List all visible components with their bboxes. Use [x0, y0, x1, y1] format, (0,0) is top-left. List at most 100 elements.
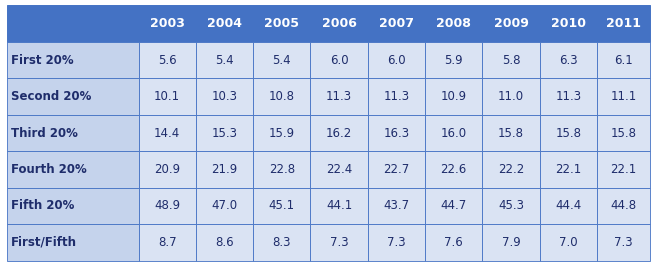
Text: 43.7: 43.7: [384, 200, 409, 213]
Text: 45.3: 45.3: [498, 200, 524, 213]
Text: 10.9: 10.9: [441, 90, 466, 103]
Text: 15.3: 15.3: [212, 127, 238, 139]
FancyBboxPatch shape: [539, 42, 597, 78]
FancyBboxPatch shape: [139, 42, 196, 78]
FancyBboxPatch shape: [196, 151, 253, 188]
FancyBboxPatch shape: [597, 224, 650, 261]
FancyBboxPatch shape: [425, 42, 482, 78]
FancyBboxPatch shape: [311, 224, 368, 261]
Text: 7.0: 7.0: [559, 236, 578, 249]
Text: 22.2: 22.2: [498, 163, 524, 176]
Text: 22.7: 22.7: [383, 163, 409, 176]
FancyBboxPatch shape: [482, 115, 539, 151]
Text: 10.3: 10.3: [212, 90, 238, 103]
Text: Third 20%: Third 20%: [11, 127, 78, 139]
FancyBboxPatch shape: [196, 78, 253, 115]
Text: Second 20%: Second 20%: [11, 90, 91, 103]
FancyBboxPatch shape: [139, 188, 196, 224]
Text: First 20%: First 20%: [11, 53, 73, 66]
Text: 44.4: 44.4: [555, 200, 581, 213]
FancyBboxPatch shape: [253, 188, 311, 224]
Text: 15.8: 15.8: [555, 127, 581, 139]
Text: 2009: 2009: [493, 17, 528, 30]
FancyBboxPatch shape: [311, 151, 368, 188]
FancyBboxPatch shape: [368, 224, 425, 261]
FancyBboxPatch shape: [311, 188, 368, 224]
Text: 44.7: 44.7: [441, 200, 467, 213]
FancyBboxPatch shape: [7, 42, 139, 78]
FancyBboxPatch shape: [253, 5, 311, 42]
FancyBboxPatch shape: [368, 5, 425, 42]
Text: 2005: 2005: [264, 17, 300, 30]
Text: 22.1: 22.1: [555, 163, 581, 176]
FancyBboxPatch shape: [368, 188, 425, 224]
FancyBboxPatch shape: [311, 42, 368, 78]
Text: 22.4: 22.4: [326, 163, 352, 176]
FancyBboxPatch shape: [196, 224, 253, 261]
Text: 2011: 2011: [606, 17, 641, 30]
Text: 2003: 2003: [150, 17, 185, 30]
FancyBboxPatch shape: [482, 188, 539, 224]
Text: 16.0: 16.0: [441, 127, 466, 139]
Text: 22.1: 22.1: [610, 163, 637, 176]
Text: 44.1: 44.1: [326, 200, 352, 213]
Text: 15.8: 15.8: [498, 127, 524, 139]
Text: 8.7: 8.7: [158, 236, 177, 249]
FancyBboxPatch shape: [196, 188, 253, 224]
FancyBboxPatch shape: [597, 42, 650, 78]
Text: 10.8: 10.8: [269, 90, 295, 103]
FancyBboxPatch shape: [539, 78, 597, 115]
FancyBboxPatch shape: [425, 5, 482, 42]
Text: 7.3: 7.3: [330, 236, 348, 249]
Text: 15.9: 15.9: [269, 127, 295, 139]
FancyBboxPatch shape: [539, 224, 597, 261]
Text: 11.3: 11.3: [326, 90, 352, 103]
Text: 2007: 2007: [379, 17, 414, 30]
FancyBboxPatch shape: [539, 115, 597, 151]
Text: 8.6: 8.6: [215, 236, 234, 249]
FancyBboxPatch shape: [196, 115, 253, 151]
FancyBboxPatch shape: [7, 5, 139, 42]
FancyBboxPatch shape: [253, 151, 311, 188]
Text: 7.9: 7.9: [502, 236, 520, 249]
Text: 5.4: 5.4: [215, 53, 234, 66]
FancyBboxPatch shape: [7, 151, 139, 188]
FancyBboxPatch shape: [253, 224, 311, 261]
Text: 2008: 2008: [436, 17, 471, 30]
Text: 5.9: 5.9: [444, 53, 463, 66]
Text: 2006: 2006: [322, 17, 357, 30]
Text: 21.9: 21.9: [212, 163, 238, 176]
Text: 5.8: 5.8: [502, 53, 520, 66]
FancyBboxPatch shape: [482, 78, 539, 115]
FancyBboxPatch shape: [311, 115, 368, 151]
Text: 7.3: 7.3: [387, 236, 406, 249]
FancyBboxPatch shape: [482, 224, 539, 261]
Text: Fifth 20%: Fifth 20%: [11, 200, 74, 213]
Text: First/Fifth: First/Fifth: [11, 236, 76, 249]
FancyBboxPatch shape: [368, 151, 425, 188]
FancyBboxPatch shape: [425, 151, 482, 188]
FancyBboxPatch shape: [597, 151, 650, 188]
Text: 6.1: 6.1: [614, 53, 633, 66]
Text: 5.6: 5.6: [158, 53, 177, 66]
FancyBboxPatch shape: [7, 78, 139, 115]
FancyBboxPatch shape: [539, 151, 597, 188]
Text: 7.3: 7.3: [614, 236, 633, 249]
Text: 11.3: 11.3: [384, 90, 409, 103]
Text: 16.3: 16.3: [384, 127, 409, 139]
FancyBboxPatch shape: [7, 224, 139, 261]
Text: 5.4: 5.4: [273, 53, 291, 66]
FancyBboxPatch shape: [482, 42, 539, 78]
Text: 45.1: 45.1: [269, 200, 295, 213]
FancyBboxPatch shape: [482, 5, 539, 42]
Text: 2010: 2010: [551, 17, 586, 30]
FancyBboxPatch shape: [253, 42, 311, 78]
FancyBboxPatch shape: [311, 5, 368, 42]
Text: 8.3: 8.3: [273, 236, 291, 249]
FancyBboxPatch shape: [597, 188, 650, 224]
FancyBboxPatch shape: [482, 151, 539, 188]
Text: 48.9: 48.9: [154, 200, 180, 213]
FancyBboxPatch shape: [139, 5, 196, 42]
FancyBboxPatch shape: [597, 78, 650, 115]
Text: 2004: 2004: [207, 17, 242, 30]
